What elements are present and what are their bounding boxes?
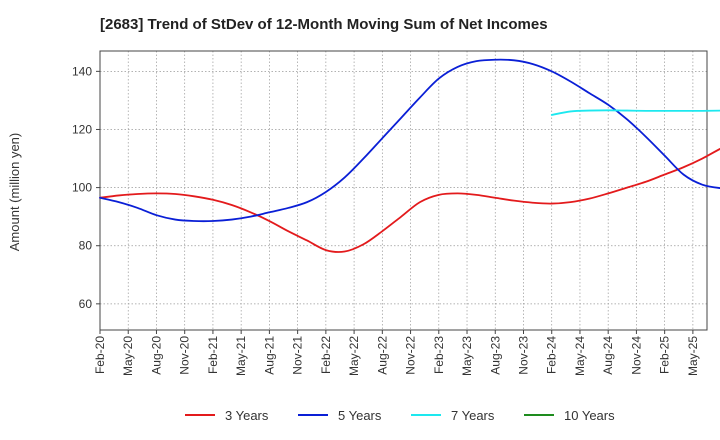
x-tick-label: May-24 [573,336,587,376]
y-axis-label: Amount (million yen) [7,133,22,252]
x-tick-label: Feb-25 [658,336,672,374]
x-tick-label: Feb-20 [93,336,107,374]
legend: 3 Years 5 Years 7 Years 10 Years [185,408,615,423]
legend-label-7-years: 7 Years [451,408,495,423]
x-tick-label: Aug-24 [601,336,615,375]
x-tick-label: Feb-22 [319,336,333,374]
x-tick-label: May-21 [234,336,248,376]
x-tick-label: Nov-22 [404,336,418,375]
legend-label-10-years: 10 Years [564,408,615,423]
x-tick-label: May-22 [347,336,361,376]
x-tick-label: Feb-24 [545,336,559,374]
x-tick-label: Aug-20 [149,336,163,375]
plot-border [99,50,708,331]
x-tick-label: Nov-23 [516,336,530,375]
x-tick-label: Nov-21 [291,336,305,375]
y-tick-label: 100 [72,181,92,195]
chart-title: [2683] Trend of StDev of 12-Month Moving… [100,16,548,33]
x-tick-label: Nov-20 [178,336,192,375]
plot-area: 60 80 100 120 140 Feb-20 May-20 Aug-20 Nov-20 Feb… [72,50,720,376]
y-tick-label: 80 [79,239,93,253]
series-line-3-years [99,147,720,253]
x-tick-label: Feb-23 [432,336,446,374]
x-tick-label: May-20 [121,336,135,376]
series-line-7-years [550,109,720,116]
x-tick-label: Aug-23 [488,336,502,375]
y-tick-label: 120 [72,122,92,136]
legend-label-5-years: 5 Years [338,408,382,423]
x-tick-label: May-23 [460,336,474,376]
legend-label-3-years: 3 Years [225,408,269,423]
x-tick-label: May-25 [686,336,700,376]
y-tick-label: 60 [79,297,93,311]
x-tick-label: Nov-24 [629,336,643,375]
x-tick-label: Aug-21 [262,336,276,375]
series-line-5-years [99,58,720,223]
y-tick-label: 140 [72,64,92,78]
plot-background [100,51,707,330]
x-tick-label: Aug-22 [375,336,389,375]
x-tick-label: Feb-21 [206,336,220,374]
